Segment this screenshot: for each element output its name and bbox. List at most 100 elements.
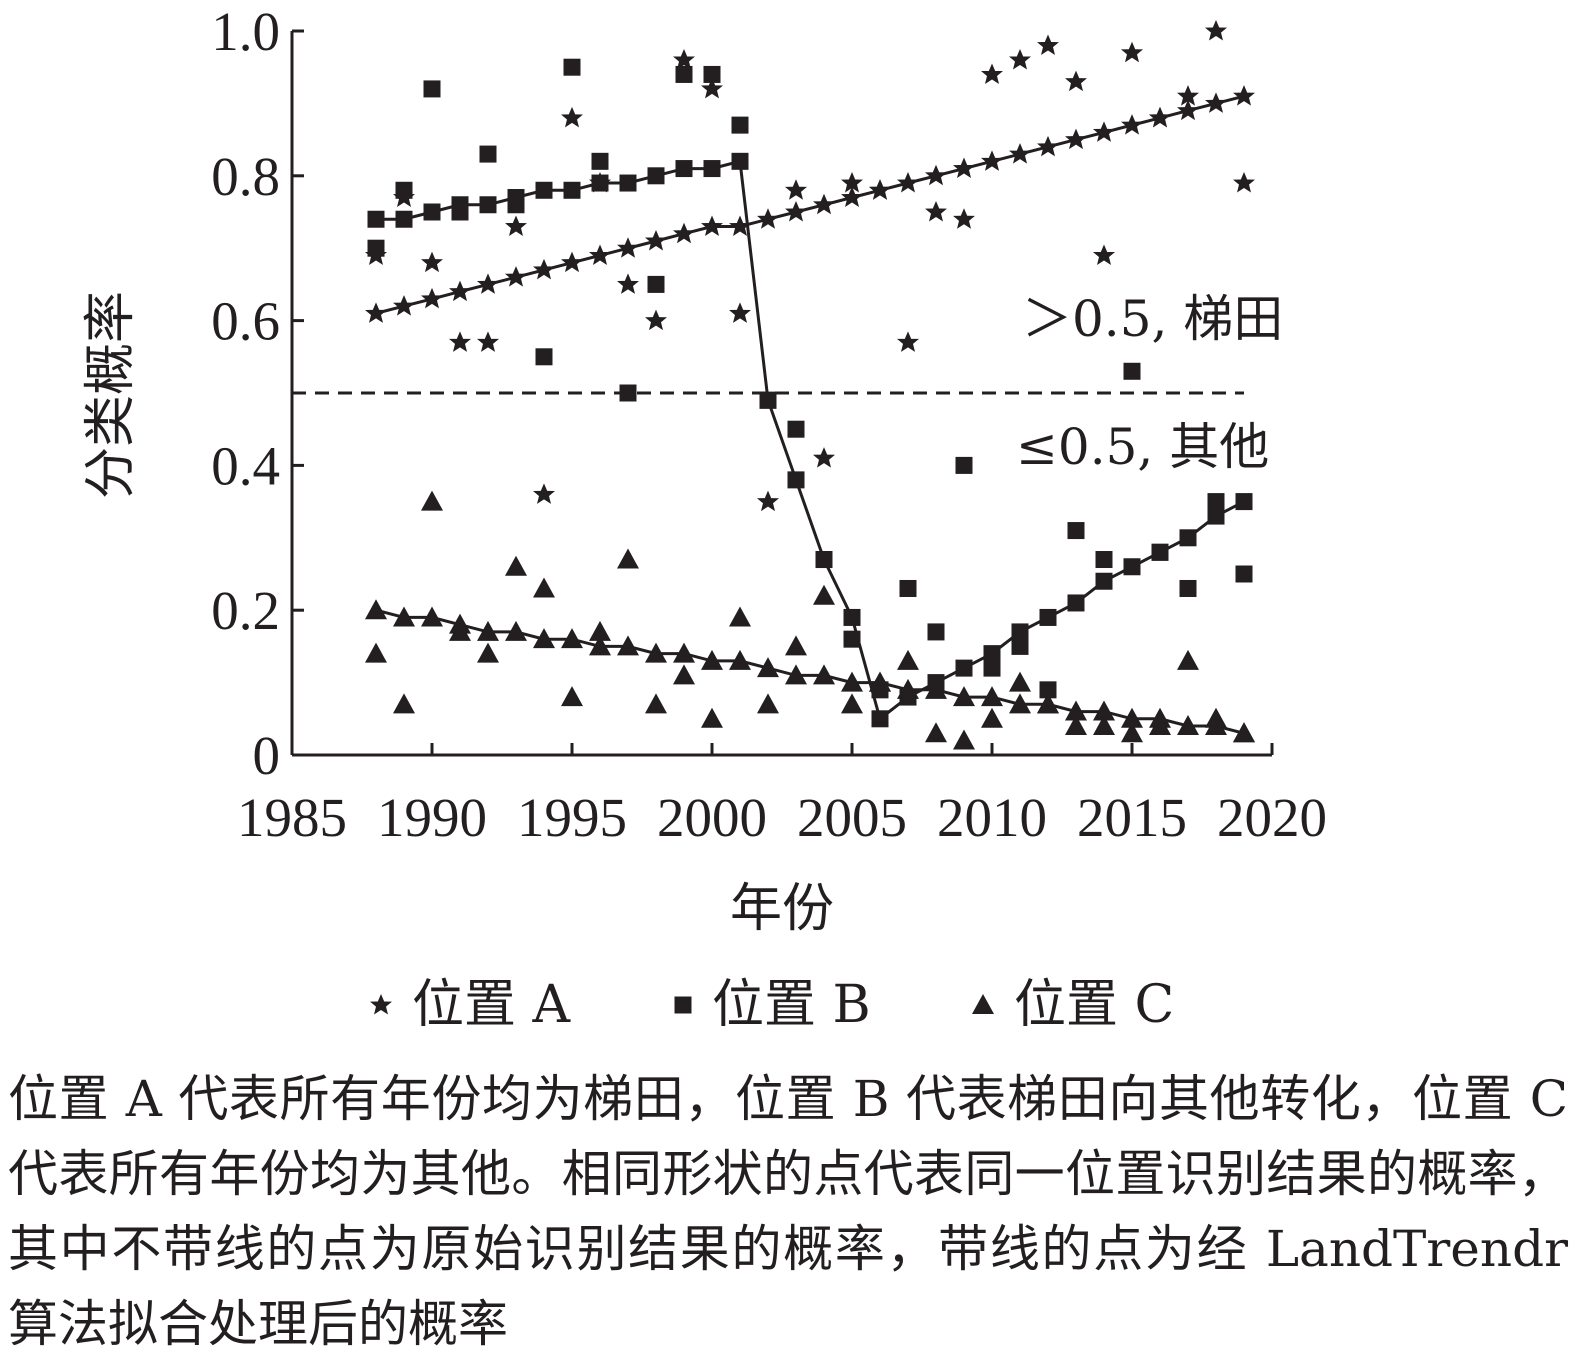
fitted-point-c bbox=[757, 657, 779, 678]
fitted-point-b bbox=[787, 471, 805, 489]
fitted-point-a bbox=[449, 280, 471, 302]
fitted-line-c bbox=[375, 608, 1245, 735]
raw-point-b bbox=[591, 152, 609, 170]
fitted-point-c bbox=[1177, 715, 1199, 736]
chart-container: 0 0.2 0.4 0.6 0.8 1.0 1985 1990 1995 2000 2005 2010… bbox=[81, 1, 1327, 1035]
raw-point-a bbox=[925, 201, 947, 222]
annotation-above-threshold: ＞0.5, 梯田 bbox=[1022, 290, 1283, 348]
raw-point-b bbox=[955, 456, 973, 474]
x-tick-label: 1990 bbox=[377, 787, 487, 848]
raw-point-b bbox=[1039, 681, 1057, 699]
raw-point-a bbox=[1093, 244, 1115, 265]
fitted-point-b bbox=[1151, 543, 1169, 561]
raw-point-a bbox=[561, 106, 583, 128]
raw-point-b bbox=[1011, 637, 1029, 655]
raw-point-a bbox=[897, 331, 919, 352]
fitted-point-c bbox=[449, 613, 471, 634]
fitted-point-b bbox=[1207, 507, 1225, 525]
raw-point-b bbox=[563, 58, 581, 76]
raw-point-a bbox=[1009, 48, 1031, 70]
raw-point-b bbox=[703, 65, 721, 83]
fitted-point-b bbox=[983, 645, 1001, 663]
legend-label-c: 位置 C bbox=[1014, 975, 1174, 1035]
fitted-point-a bbox=[365, 302, 387, 323]
fitted-point-b bbox=[395, 210, 413, 228]
fitted-point-c bbox=[561, 628, 583, 649]
fitted-point-b bbox=[759, 391, 777, 409]
fitted-point-a bbox=[1121, 114, 1143, 135]
raw-point-c bbox=[393, 693, 415, 714]
fitted-point-c bbox=[617, 635, 639, 656]
fitted-point-a bbox=[785, 201, 807, 222]
raw-point-b bbox=[731, 116, 749, 134]
fitted-point-b bbox=[479, 196, 497, 214]
x-tick-label: 2010 bbox=[937, 787, 1047, 848]
raw-point-c bbox=[561, 686, 583, 707]
fitted-point-b bbox=[619, 174, 637, 192]
fitted-point-c bbox=[813, 664, 835, 685]
raw-point-a bbox=[813, 447, 835, 468]
fitted-lines bbox=[375, 94, 1245, 735]
raw-point-b bbox=[619, 384, 637, 402]
fitted-point-a bbox=[421, 287, 443, 309]
legend-marker-c bbox=[972, 994, 994, 1014]
fitted-point-a bbox=[869, 179, 891, 200]
x-tick-label: 2015 bbox=[1077, 787, 1187, 848]
raw-point-b bbox=[787, 420, 805, 438]
fitted-point-c bbox=[1037, 693, 1059, 714]
raw-point-c bbox=[645, 693, 667, 714]
fitted-point-c bbox=[1205, 715, 1227, 736]
fitted-point-b bbox=[675, 160, 693, 178]
raw-point-b bbox=[927, 623, 945, 641]
raw-point-c bbox=[925, 722, 947, 743]
fitted-point-a bbox=[1205, 92, 1227, 113]
figure-caption: 位置 A 代表所有年份均为梯田，位置 B 代表梯田向其他转化，位置 C 代表所有… bbox=[8, 1070, 1568, 1353]
fitted-point-b bbox=[1123, 558, 1141, 576]
x-tick-label: 2000 bbox=[657, 787, 767, 848]
raw-point-c bbox=[589, 620, 611, 641]
fitted-point-a bbox=[1037, 135, 1059, 157]
raw-point-a bbox=[533, 483, 555, 504]
x-tick-label: 2020 bbox=[1217, 787, 1327, 848]
raw-point-b bbox=[395, 181, 413, 199]
raw-point-c bbox=[757, 693, 779, 714]
raw-point-a bbox=[645, 309, 667, 331]
fitted-point-a bbox=[953, 157, 975, 179]
raw-point-a bbox=[1233, 172, 1255, 193]
raw-point-c bbox=[365, 642, 387, 663]
legend-marker-a bbox=[370, 994, 392, 1015]
fitted-point-b bbox=[563, 181, 581, 199]
raw-point-b bbox=[1179, 579, 1197, 597]
raw-point-a bbox=[953, 208, 975, 229]
fitted-point-a bbox=[925, 164, 947, 186]
raw-point-b bbox=[367, 239, 385, 257]
scatter-chart: 0 0.2 0.4 0.6 0.8 1.0 1985 1990 1995 2000 2005 2010… bbox=[81, 1, 1327, 1035]
fitted-point-a bbox=[1149, 106, 1171, 128]
fitted-point-c bbox=[505, 620, 527, 641]
fitted-point-a bbox=[1233, 85, 1255, 106]
raw-point-a bbox=[785, 179, 807, 200]
raw-point-b bbox=[899, 579, 917, 597]
raw-point-c bbox=[897, 649, 919, 670]
fitted-point-a bbox=[533, 258, 555, 280]
y-tick-label: 0.2 bbox=[211, 580, 280, 641]
fitted-point-c bbox=[1009, 693, 1031, 714]
raw-point-b bbox=[1235, 565, 1253, 583]
legend-label-a: 位置 A bbox=[412, 975, 572, 1035]
raw-point-c bbox=[1121, 722, 1143, 743]
fitted-point-c bbox=[589, 635, 611, 656]
fitted-point-b bbox=[1095, 572, 1113, 590]
raw-point-b bbox=[423, 80, 441, 98]
fitted-point-a bbox=[589, 244, 611, 265]
fitted-point-c bbox=[701, 649, 723, 670]
fitted-point-b bbox=[1179, 529, 1197, 547]
axes: 0 0.2 0.4 0.6 0.8 1.0 1985 1990 1995 2000 2005 2010… bbox=[211, 1, 1327, 848]
fitted-point-a bbox=[505, 266, 527, 287]
raw-point-c bbox=[673, 664, 695, 685]
fitted-point-a bbox=[981, 150, 1003, 171]
legend-label-b: 位置 B bbox=[712, 975, 871, 1035]
fitted-point-b bbox=[451, 196, 469, 214]
raw-point-b bbox=[479, 145, 497, 163]
raw-point-a bbox=[1205, 20, 1227, 41]
fitted-point-b bbox=[1039, 608, 1057, 626]
